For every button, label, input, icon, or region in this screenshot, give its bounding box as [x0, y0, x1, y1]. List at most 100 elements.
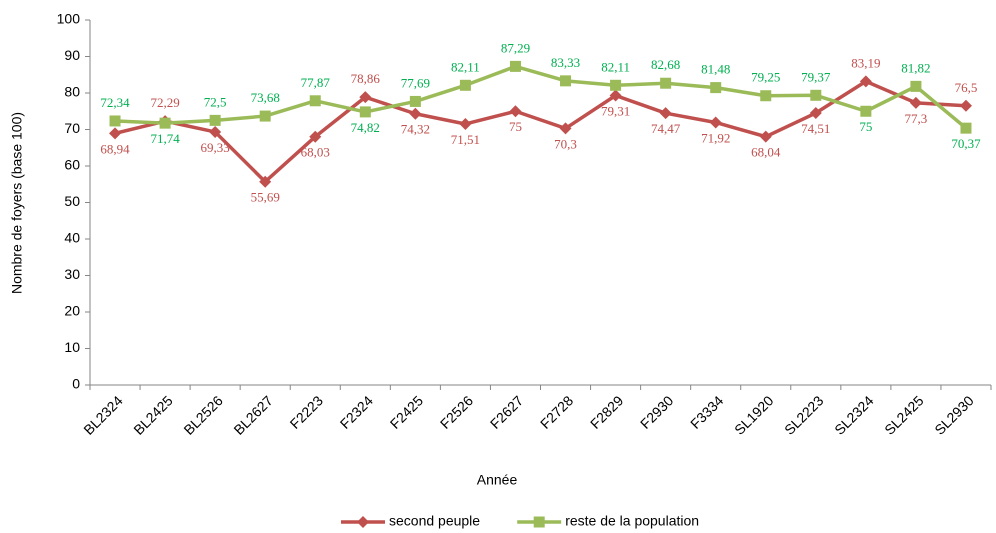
x-tick-label: SL2223	[781, 392, 827, 438]
marker	[709, 116, 722, 129]
marker	[609, 89, 622, 102]
data-label: 75	[859, 119, 872, 134]
data-label: 74,51	[801, 121, 830, 136]
marker	[760, 90, 772, 102]
marker	[910, 80, 922, 92]
x-tick-label: F2627	[487, 392, 527, 432]
x-tick-label: BL2526	[180, 392, 226, 438]
x-tick-label: SL1920	[731, 392, 777, 438]
data-label: 83,33	[551, 55, 580, 70]
marker	[660, 77, 672, 89]
marker	[759, 130, 772, 143]
data-label: 71,92	[701, 130, 730, 145]
data-label: 72,5	[204, 94, 227, 109]
marker	[610, 79, 622, 91]
x-tick-label: SL2425	[881, 392, 927, 438]
x-tick-label: SL2930	[931, 392, 977, 438]
marker	[809, 107, 822, 120]
x-tick-label: F3334	[687, 392, 727, 432]
marker	[359, 91, 372, 104]
data-label: 74,82	[351, 120, 380, 135]
x-tick-label: F2829	[587, 392, 627, 432]
data-label: 68,04	[751, 145, 781, 160]
data-label: 70,37	[951, 136, 981, 151]
data-label: 79,37	[801, 69, 831, 84]
series-line	[114, 79, 967, 184]
marker	[259, 175, 272, 188]
marker	[810, 89, 822, 101]
marker	[459, 79, 471, 91]
data-label: 71,74	[150, 131, 180, 146]
x-tick-label: F2223	[287, 392, 327, 432]
marker	[509, 105, 522, 118]
data-label: 75	[509, 119, 522, 134]
legend-label: second peuple	[389, 513, 480, 529]
marker	[959, 99, 972, 112]
marker	[533, 516, 545, 528]
data-label: 68,94	[100, 141, 130, 156]
data-label: 83,19	[851, 55, 880, 70]
x-tick-label: F2324	[337, 392, 377, 432]
y-tick-label: 20	[64, 303, 80, 319]
marker	[109, 115, 121, 127]
data-label: 76,5	[955, 80, 978, 95]
marker	[109, 127, 122, 140]
y-tick-label: 100	[57, 11, 81, 27]
data-label: 79,25	[751, 70, 780, 85]
data-label: 68,03	[301, 145, 330, 160]
x-tick-label: F2526	[437, 392, 477, 432]
marker	[409, 95, 421, 107]
marker	[509, 60, 521, 72]
marker	[409, 107, 422, 120]
y-tick-label: 30	[64, 266, 80, 282]
x-axis-title: Année	[477, 472, 518, 488]
data-label: 79,31	[601, 104, 630, 119]
marker	[860, 105, 872, 117]
marker	[209, 114, 221, 126]
x-tick-label: F2728	[537, 392, 577, 432]
y-axis-title: Nombre de foyers (base 100)	[9, 112, 25, 294]
y-tick-label: 10	[64, 339, 80, 355]
marker	[560, 75, 572, 87]
legend-label: reste de la population	[565, 513, 699, 529]
data-label: 82,11	[601, 59, 630, 74]
marker	[459, 117, 472, 130]
x-tick-label: BL2324	[80, 392, 126, 438]
marker	[659, 107, 672, 120]
marker	[960, 122, 972, 134]
data-label: 77,87	[301, 75, 331, 90]
data-label: 55,69	[251, 190, 280, 205]
x-tick-label: F2425	[387, 392, 427, 432]
data-label: 78,86	[351, 71, 381, 86]
y-tick-label: 90	[64, 47, 80, 63]
marker	[309, 95, 321, 107]
series-line	[114, 64, 968, 130]
data-label: 82,68	[651, 57, 680, 72]
y-tick-label: 70	[64, 120, 80, 136]
x-tick-label: BL2627	[230, 392, 276, 438]
marker	[357, 516, 369, 528]
marker	[859, 75, 872, 88]
y-tick-label: 40	[64, 230, 80, 246]
x-tick-label: BL2425	[130, 392, 176, 438]
data-label: 81,48	[701, 62, 730, 77]
marker	[159, 117, 171, 129]
marker	[359, 106, 371, 118]
marker	[710, 82, 722, 94]
x-tick-label: SL2324	[831, 392, 877, 438]
marker	[909, 96, 922, 109]
x-tick-label: F2930	[637, 392, 677, 432]
data-label: 87,29	[501, 40, 530, 55]
data-label: 74,32	[401, 122, 430, 137]
y-tick-label: 0	[72, 376, 80, 392]
data-label: 70,3	[554, 136, 577, 151]
data-label: 74,47	[651, 121, 681, 136]
marker	[309, 130, 322, 143]
data-label: 77,3	[905, 111, 928, 126]
y-tick-label: 60	[64, 157, 80, 173]
marker	[559, 122, 572, 135]
data-label: 72,29	[150, 95, 179, 110]
data-label: 82,11	[451, 59, 480, 74]
data-label: 72,34	[100, 95, 130, 110]
marker	[209, 125, 222, 138]
